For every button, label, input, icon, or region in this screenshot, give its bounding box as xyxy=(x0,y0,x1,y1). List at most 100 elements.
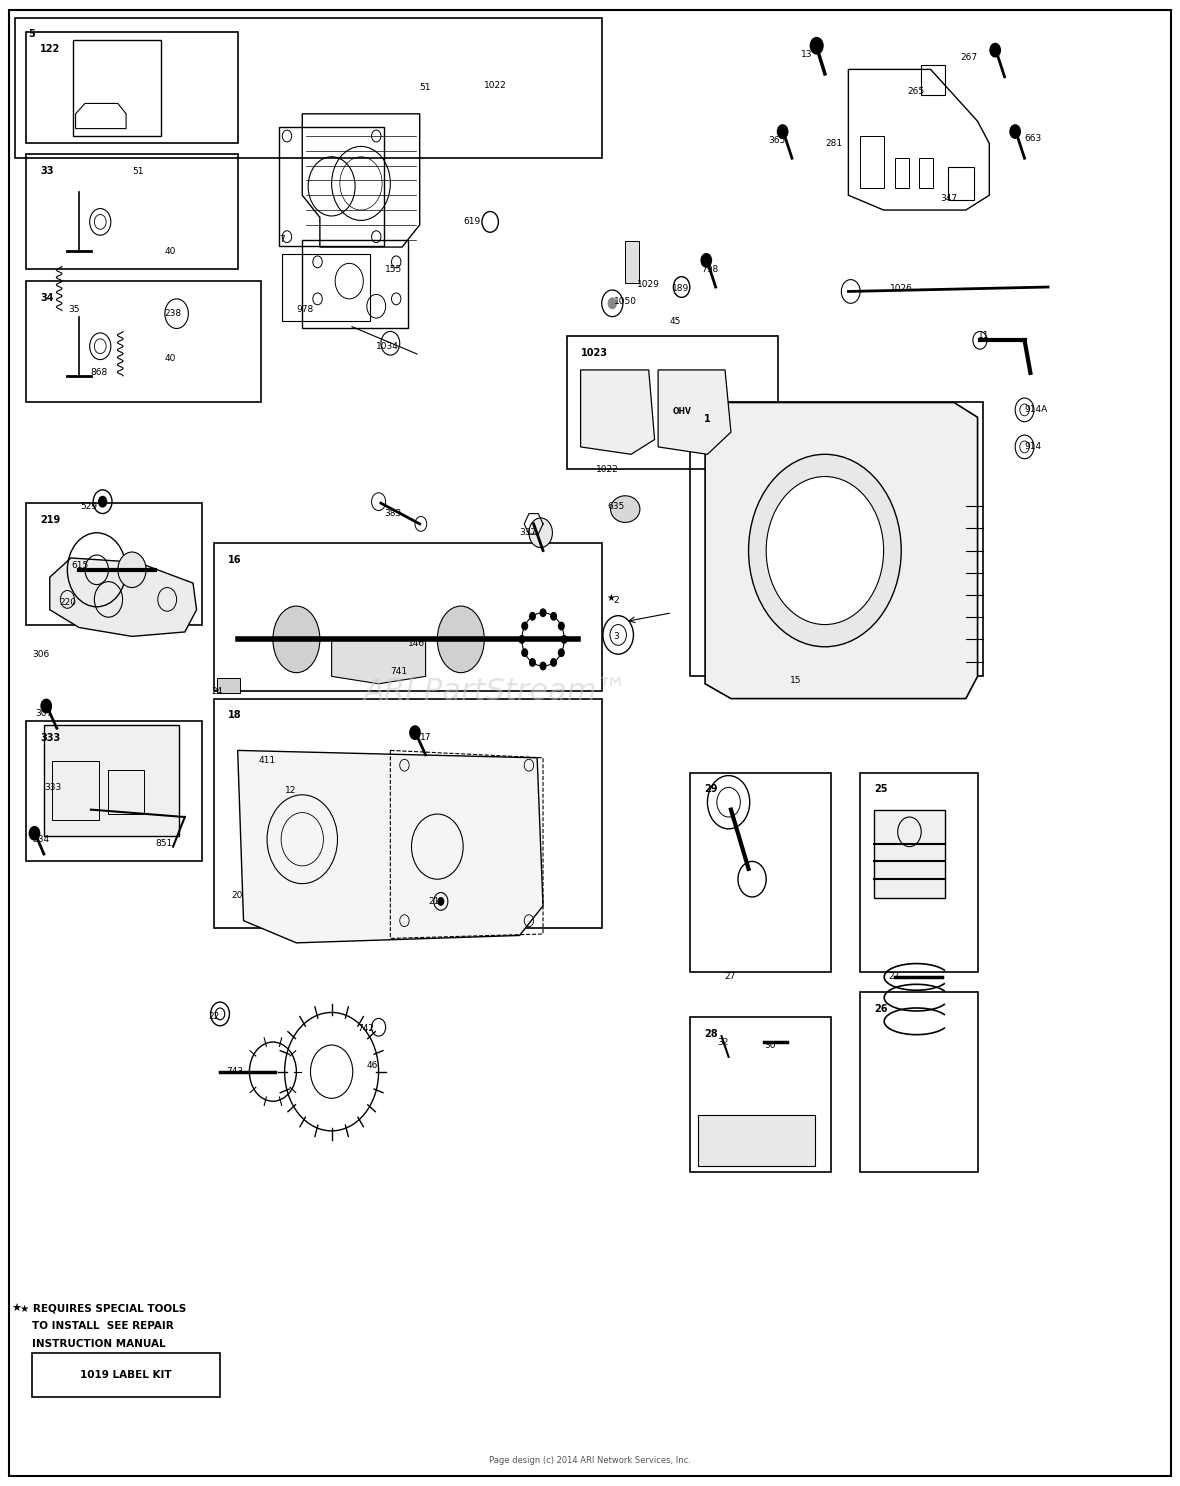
Text: 307: 307 xyxy=(35,709,53,718)
Text: 3: 3 xyxy=(614,632,620,640)
Bar xyxy=(215,698,602,929)
Text: 1: 1 xyxy=(704,415,710,425)
Text: 635: 635 xyxy=(608,502,625,511)
Bar xyxy=(52,761,99,820)
Text: 46: 46 xyxy=(367,1061,379,1070)
Text: 742: 742 xyxy=(358,1024,374,1033)
Bar xyxy=(73,40,162,137)
Text: 281: 281 xyxy=(825,138,843,149)
Text: 30: 30 xyxy=(763,1040,775,1049)
Text: ★: ★ xyxy=(11,1303,21,1314)
Text: 1026: 1026 xyxy=(890,284,912,293)
Text: 21: 21 xyxy=(428,898,439,906)
Text: 333: 333 xyxy=(40,733,60,743)
Text: 267: 267 xyxy=(961,53,977,62)
Text: 529: 529 xyxy=(80,502,98,511)
Circle shape xyxy=(748,455,902,646)
Bar xyxy=(919,158,933,187)
Bar xyxy=(32,1352,219,1397)
Bar xyxy=(26,153,237,269)
Text: ★ REQUIRES SPECIAL TOOLS: ★ REQUIRES SPECIAL TOOLS xyxy=(20,1303,186,1314)
Circle shape xyxy=(1009,125,1021,140)
Bar xyxy=(690,403,983,676)
Text: 1050: 1050 xyxy=(614,297,636,306)
Text: 914A: 914A xyxy=(1024,406,1048,415)
Text: 7: 7 xyxy=(278,235,284,244)
Polygon shape xyxy=(237,750,543,942)
Text: 25: 25 xyxy=(874,785,887,795)
Bar xyxy=(860,773,977,972)
Polygon shape xyxy=(332,639,426,684)
Text: 22: 22 xyxy=(209,1012,219,1021)
Text: 16: 16 xyxy=(228,554,242,565)
Text: 1022: 1022 xyxy=(596,465,618,474)
Text: 741: 741 xyxy=(391,667,407,676)
Text: 365: 365 xyxy=(768,135,786,146)
Bar xyxy=(26,504,203,624)
Bar xyxy=(690,1016,831,1172)
Text: 851: 851 xyxy=(156,840,172,849)
Text: 26: 26 xyxy=(874,1003,887,1013)
Text: 12: 12 xyxy=(284,786,296,795)
Text: 220: 220 xyxy=(59,597,77,606)
Text: 122: 122 xyxy=(40,45,60,53)
Circle shape xyxy=(701,253,713,267)
Polygon shape xyxy=(581,370,655,455)
Polygon shape xyxy=(706,403,977,698)
Text: 663: 663 xyxy=(1024,134,1042,144)
Bar xyxy=(14,18,602,158)
Bar xyxy=(282,254,371,321)
Circle shape xyxy=(438,898,445,906)
Circle shape xyxy=(989,43,1001,58)
Bar xyxy=(26,281,261,403)
Text: 2: 2 xyxy=(614,596,620,605)
Text: 45: 45 xyxy=(670,317,681,325)
Text: 28: 28 xyxy=(704,1028,717,1039)
Text: INSTRUCTION MANUAL: INSTRUCTION MANUAL xyxy=(32,1339,165,1349)
Text: 411: 411 xyxy=(258,756,276,765)
Text: 189: 189 xyxy=(673,284,689,293)
Text: 5: 5 xyxy=(28,30,35,40)
Circle shape xyxy=(409,725,421,740)
Circle shape xyxy=(558,648,565,657)
Bar xyxy=(215,544,602,691)
Circle shape xyxy=(522,648,529,657)
Text: 146: 146 xyxy=(408,639,425,648)
Text: Page design (c) 2014 ARI Network Services, Inc.: Page design (c) 2014 ARI Network Service… xyxy=(489,1456,691,1465)
Text: 619: 619 xyxy=(464,217,480,226)
Bar xyxy=(874,810,945,899)
Bar xyxy=(699,1114,815,1167)
Text: 32: 32 xyxy=(716,1037,728,1046)
Bar xyxy=(44,725,179,837)
Text: 29: 29 xyxy=(704,785,717,795)
Text: 40: 40 xyxy=(165,354,176,363)
Text: 33: 33 xyxy=(40,165,54,175)
Text: 27: 27 xyxy=(723,972,735,981)
Ellipse shape xyxy=(273,606,320,673)
Circle shape xyxy=(522,621,529,630)
Text: 334: 334 xyxy=(32,835,50,844)
Text: 1029: 1029 xyxy=(637,279,660,288)
Bar xyxy=(26,721,203,862)
Circle shape xyxy=(539,661,546,670)
Text: 306: 306 xyxy=(32,649,50,658)
Bar xyxy=(949,166,973,199)
Text: 914: 914 xyxy=(1024,443,1042,452)
Circle shape xyxy=(28,826,40,841)
Text: 615: 615 xyxy=(71,560,88,569)
Circle shape xyxy=(550,658,557,667)
Bar xyxy=(278,128,385,245)
Circle shape xyxy=(529,519,552,547)
Text: 1022: 1022 xyxy=(484,82,507,91)
Circle shape xyxy=(550,612,557,621)
Circle shape xyxy=(558,621,565,630)
Polygon shape xyxy=(658,370,730,455)
Text: 51: 51 xyxy=(420,83,431,92)
Bar xyxy=(216,678,240,692)
Text: 18: 18 xyxy=(228,710,242,721)
Bar xyxy=(109,770,144,814)
Circle shape xyxy=(40,698,52,713)
Bar xyxy=(896,158,910,187)
Text: OHV: OHV xyxy=(673,407,691,416)
Bar xyxy=(566,336,778,470)
